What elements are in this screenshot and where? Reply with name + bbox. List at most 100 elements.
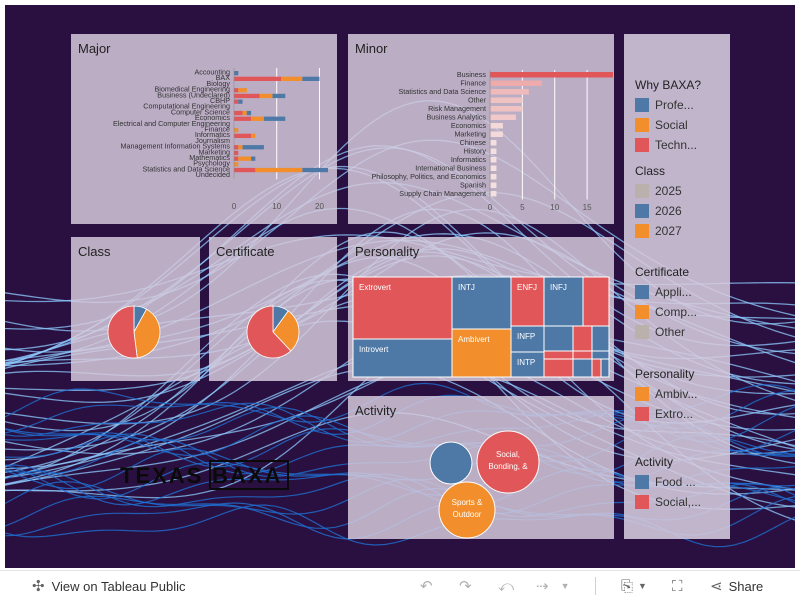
legend-class-item[interactable]: 2025 [635, 183, 682, 199]
legend-why-item[interactable]: Social [635, 117, 688, 133]
legend-class-item[interactable]: 2026 [635, 203, 682, 219]
legend-why-item[interactable]: Profe... [635, 97, 694, 113]
major-title: Major [78, 41, 111, 56]
legend-cert-item[interactable]: Other [635, 324, 685, 340]
legend-swatch [635, 407, 649, 421]
major-bar [238, 156, 252, 161]
activity-bubble [429, 441, 473, 485]
treemap-cell [510, 276, 545, 327]
share-button[interactable]: ⋖ Share [710, 571, 763, 601]
legend-pers-item[interactable]: Extro... [635, 406, 693, 422]
major-bar [234, 88, 239, 93]
major-category-label: Business (Undeclared) [157, 90, 230, 99]
minor-category-label: International Business [415, 164, 486, 173]
treemap-cell-label: INFP [517, 332, 535, 341]
major-tick-label: 20 [315, 202, 324, 211]
download-button[interactable]: ⎘ ▼ [621, 571, 647, 601]
certificate-panel[interactable]: Certificate [209, 237, 337, 381]
minor-bar [490, 97, 523, 103]
treemap-cell [591, 358, 602, 378]
legend-swatch [635, 285, 649, 299]
chevron-down-icon: ▼ [560, 581, 570, 591]
legend-swatch [635, 118, 649, 132]
major-bar [302, 76, 320, 81]
legend-swatch [635, 224, 649, 238]
major-category-label: Biomedical Engineering [154, 85, 230, 94]
legend-label: Ambiv... [655, 387, 698, 401]
certificate-pie-chart[interactable] [209, 237, 337, 381]
legend-pers-item[interactable]: Ambiv... [635, 386, 697, 402]
revert-button[interactable]: ⤺ [498, 571, 514, 601]
minor-tick-label: 10 [550, 203, 559, 212]
refresh-button[interactable]: ⇢ ▼ [536, 571, 570, 601]
undo-button[interactable]: ↶ [420, 571, 433, 601]
major-bar [242, 145, 264, 150]
major-bar [234, 133, 252, 138]
legend-act-item[interactable]: Social,... [635, 494, 701, 510]
logo-text-left: TEXAS [120, 463, 204, 488]
legend-act-item[interactable]: Food ... [635, 474, 696, 490]
treemap-cell [352, 276, 453, 340]
minor-category-label: Business Analytics [426, 113, 486, 122]
minor-tick-label: 0 [488, 203, 493, 212]
major-bar [234, 167, 256, 173]
major-category-label: Marketing [198, 147, 230, 156]
treemap-cell [572, 350, 593, 360]
major-bar [234, 150, 239, 156]
class-pie-chart[interactable] [71, 237, 200, 381]
major-bar [234, 162, 239, 167]
major-panel[interactable]: Major 0 10 20 Accounting BAX Biology Biomedica… [71, 34, 337, 224]
major-bar [281, 76, 303, 81]
minor-panel[interactable]: Minor 0 5 10 15 Business Finance Statistics an… [348, 34, 614, 224]
treemap-cell [451, 276, 512, 330]
major-bar [234, 71, 239, 76]
legend-class-item[interactable]: 2027 [635, 223, 682, 239]
legend-cert-item[interactable]: Comp... [635, 304, 697, 320]
major-bar [259, 93, 273, 99]
major-category-label: Economics [195, 113, 231, 122]
minor-category-label: Supply Chain Management [399, 189, 486, 198]
major-category-label: Undecided [196, 170, 230, 179]
major-bar [242, 110, 247, 116]
legend-why-item[interactable]: Techn... [635, 137, 697, 153]
legend-swatch [635, 98, 649, 112]
major-bar [234, 93, 260, 99]
fullscreen-icon: ⛶ [672, 577, 683, 595]
legend-swatch [635, 138, 649, 152]
major-bar [251, 116, 264, 121]
personality-panel[interactable]: Personality Extrovert Introvert INTJ Ambive… [348, 237, 614, 381]
activity-panel[interactable]: Activity Social, Bonding, & Sports & Outdoo… [348, 396, 614, 539]
minor-bar [490, 72, 613, 78]
major-bar [234, 116, 252, 121]
minor-category-label: Informatics [451, 155, 487, 164]
activity-bubble-chart[interactable]: Social, Bonding, & Sports & Outdoor [348, 396, 614, 539]
legend-label: 2025 [655, 184, 682, 198]
major-bar [234, 76, 281, 81]
redo-button[interactable]: ↷ [459, 571, 472, 601]
treemap-cell-label: Introvert [359, 345, 389, 354]
major-category-label: Computational Engineering [143, 102, 230, 111]
treemap-cell [451, 328, 512, 378]
personality-treemap[interactable]: Extrovert Introvert INTJ Ambivert ENFJ INFJ IN… [348, 237, 614, 381]
major-category-label: CBHP [210, 96, 230, 105]
class-title: Class [78, 244, 111, 259]
major-bar [234, 145, 239, 150]
legend-label: Extro... [655, 407, 694, 421]
legend-act-title: Activity [635, 455, 674, 469]
class-panel[interactable]: Class [71, 237, 200, 381]
view-on-tableau-link[interactable]: ✣ View on Tableau Public [32, 571, 186, 601]
treemap-cell [543, 350, 574, 360]
major-bar [251, 133, 256, 138]
major-category-label: Journalism [195, 136, 230, 145]
legend-cert-item[interactable]: Appli... [635, 284, 692, 300]
treemap-cell [572, 358, 593, 378]
minor-bar [490, 131, 503, 137]
fullscreen-button[interactable]: ⛶ [672, 571, 683, 601]
tableau-toolbar: ✣ View on Tableau Public ↶ ↷ ⤺ ⇢ ▼ ⎘ ▼ ⛶ ⋖… [0, 570, 800, 600]
minor-bar [490, 89, 529, 95]
minor-bar [490, 123, 503, 129]
cert-pie-slice [246, 305, 292, 359]
minor-bar [490, 165, 497, 171]
